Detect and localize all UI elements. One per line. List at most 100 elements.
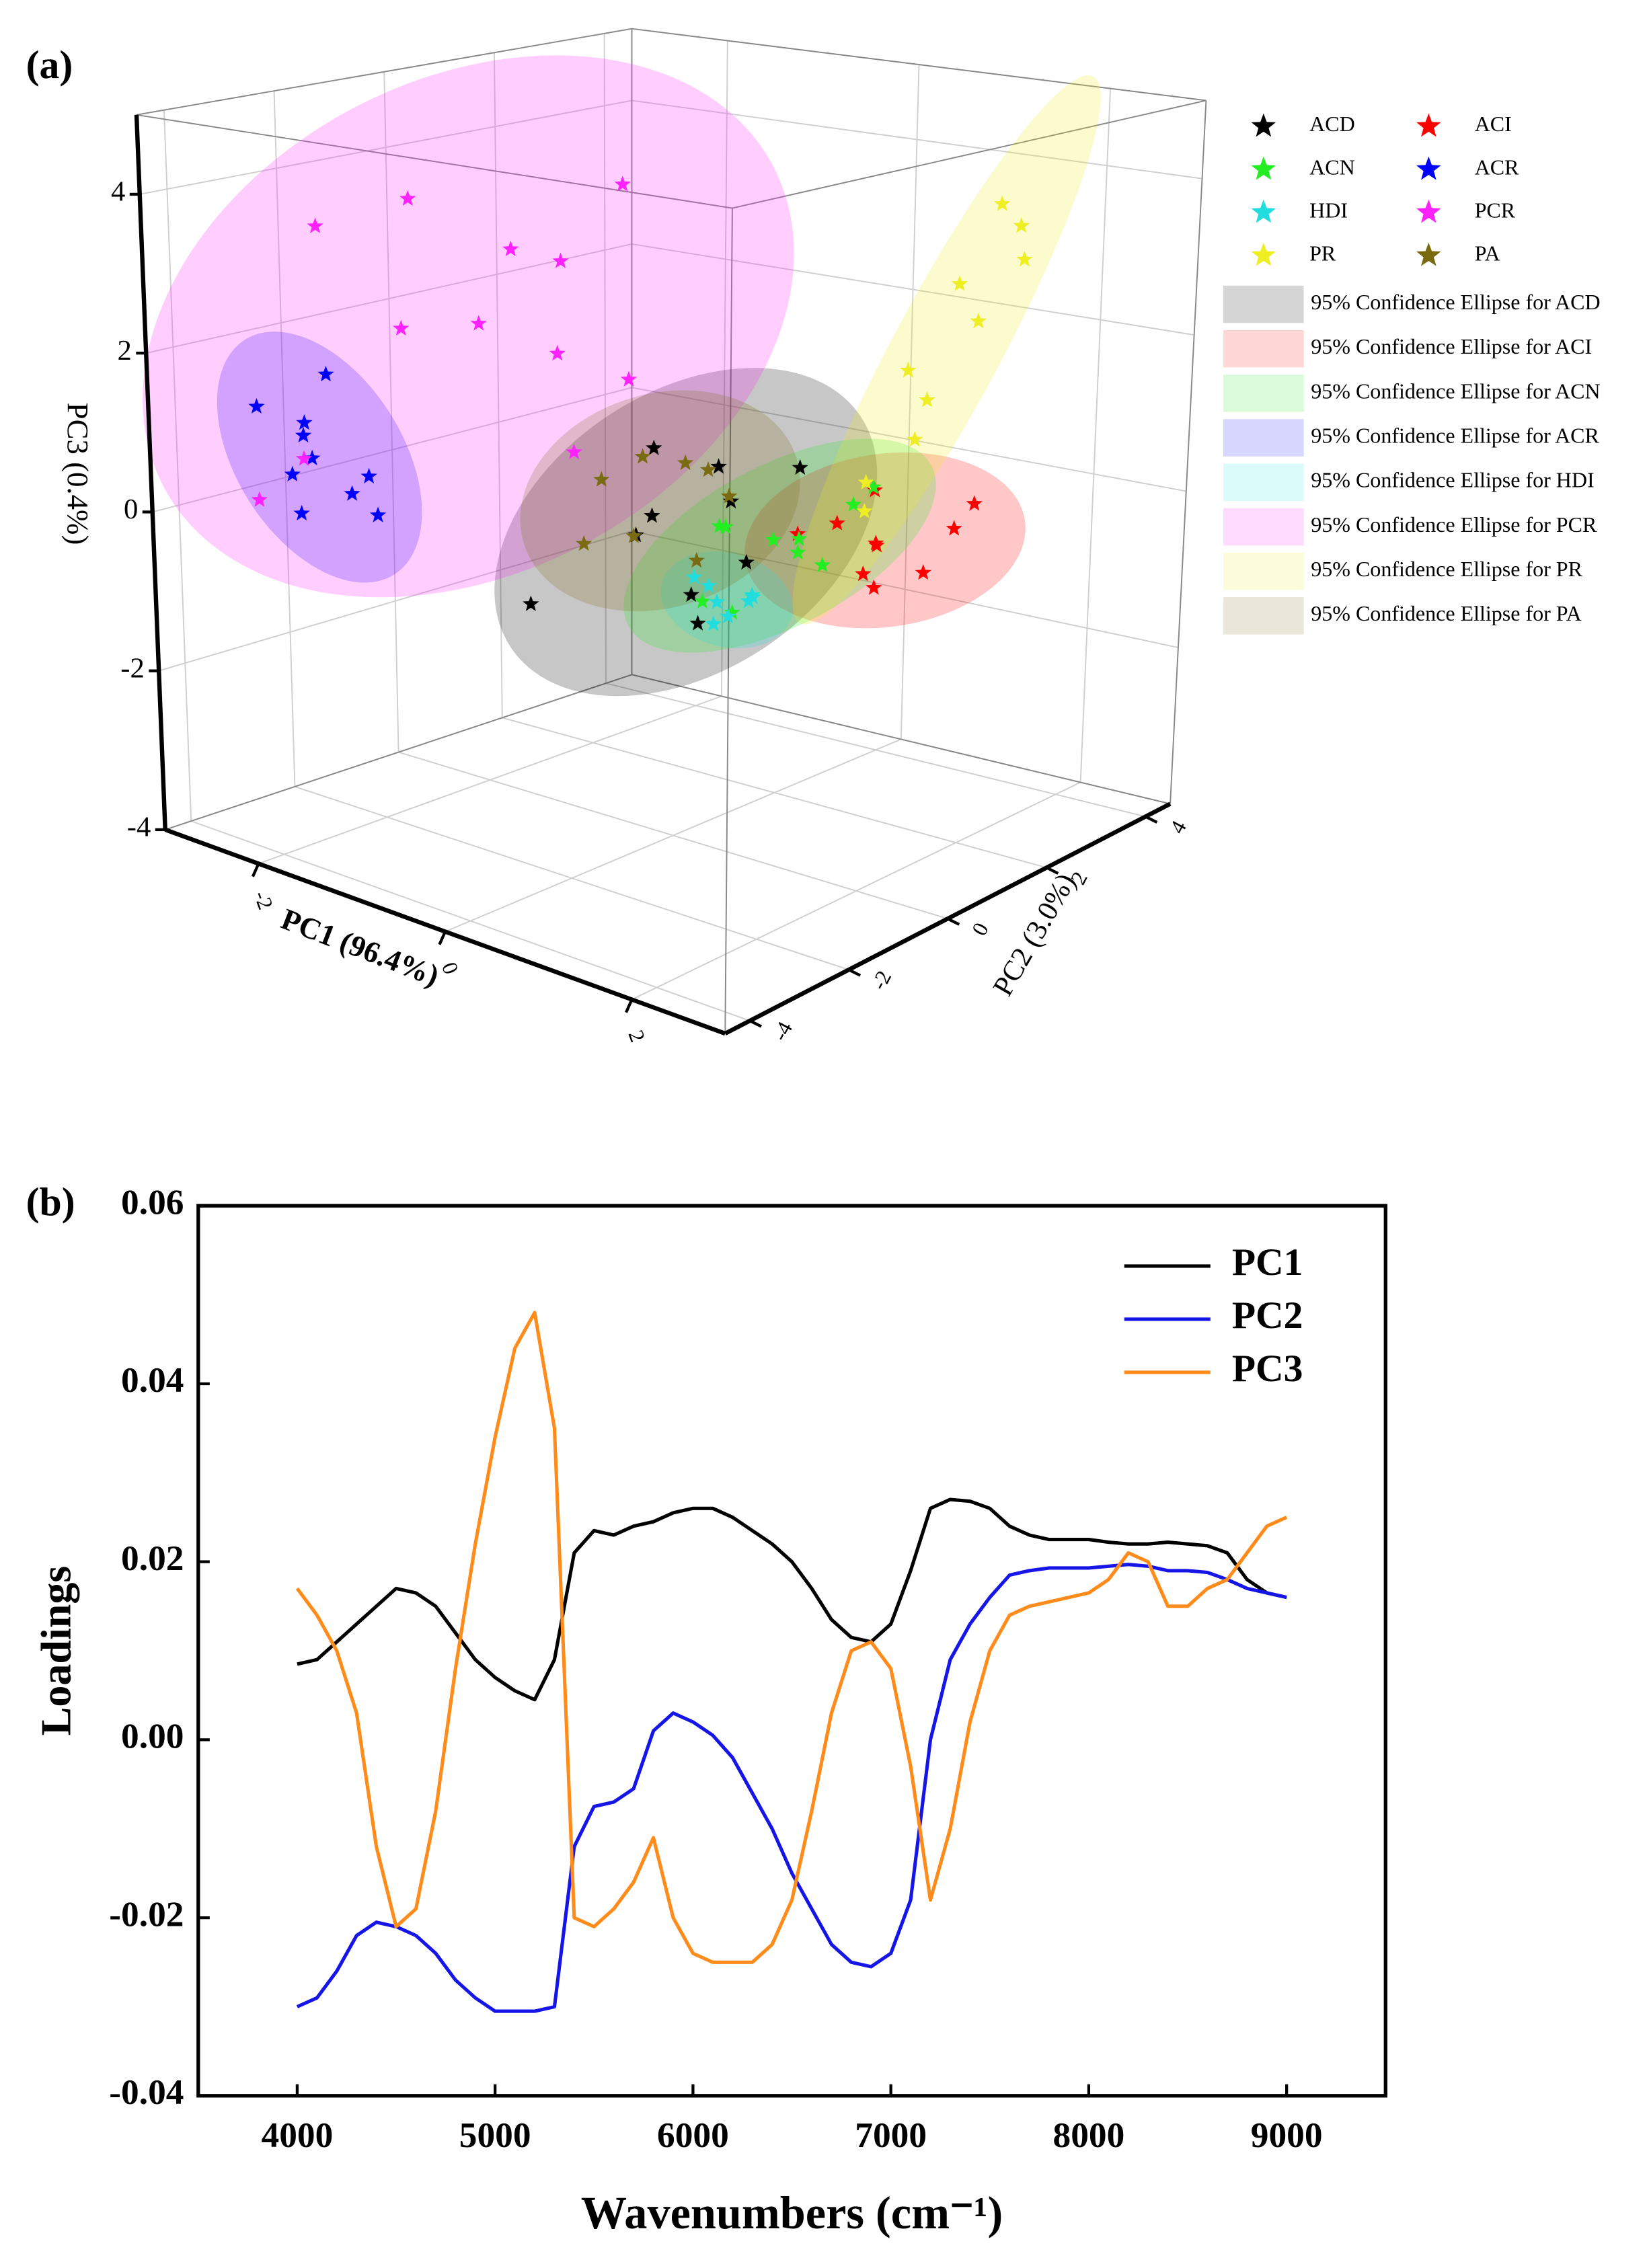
data-line bbox=[296, 1563, 1287, 2013]
data-point bbox=[614, 175, 631, 192]
data-line bbox=[297, 1497, 1287, 1702]
tick-mark bbox=[1145, 815, 1158, 824]
data-point bbox=[699, 461, 717, 477]
y-axis-title: Loadings bbox=[32, 1566, 80, 1736]
axis-line bbox=[134, 114, 167, 830]
panel-label: (b) bbox=[26, 1179, 75, 1224]
legend-label: HDI bbox=[1309, 198, 1348, 222]
data-point bbox=[1013, 217, 1030, 233]
legend-marker bbox=[1251, 199, 1276, 223]
data-point bbox=[829, 514, 845, 531]
data-point bbox=[620, 370, 638, 387]
data-point bbox=[857, 473, 874, 490]
x-tick-label: 6000 bbox=[657, 2115, 729, 2155]
y-tick-label: 0.06 bbox=[121, 1181, 184, 1222]
data-point bbox=[907, 431, 923, 447]
legend-label: 95% Confidence Ellipse for PR bbox=[1311, 557, 1582, 581]
data-point bbox=[740, 592, 757, 609]
data-point bbox=[399, 190, 416, 206]
z-tick-label: -2 bbox=[120, 652, 145, 684]
legend-marker bbox=[1251, 242, 1276, 266]
data-point bbox=[900, 362, 917, 378]
data-point bbox=[688, 551, 705, 568]
data-point bbox=[549, 345, 566, 361]
data-point bbox=[303, 449, 321, 466]
data-point bbox=[248, 397, 265, 414]
x-tick-label: 5000 bbox=[459, 2115, 531, 2155]
legend-swatch bbox=[1223, 552, 1304, 590]
data-point bbox=[765, 531, 781, 547]
data-point bbox=[644, 507, 660, 523]
data-point bbox=[866, 579, 882, 595]
x-tick-label: 9000 bbox=[1251, 2115, 1323, 2155]
confidence-ellipse bbox=[217, 331, 422, 583]
data-point bbox=[646, 439, 662, 455]
data-point bbox=[743, 586, 761, 602]
data-point bbox=[251, 491, 268, 507]
legend-label: PC1 bbox=[1232, 1241, 1303, 1284]
data-point bbox=[845, 496, 862, 512]
plot-frame bbox=[196, 1204, 1387, 2098]
data-point bbox=[694, 592, 711, 609]
legend-swatch bbox=[1223, 285, 1304, 323]
y-tick-label: -0.02 bbox=[109, 1893, 184, 1934]
legend-label: PA bbox=[1475, 241, 1500, 265]
legend-marker bbox=[1251, 113, 1276, 137]
y-tick-label: -0.04 bbox=[109, 2072, 184, 2112]
z-tick-label: 2 bbox=[118, 335, 132, 366]
data-point bbox=[720, 487, 738, 504]
data-point bbox=[295, 426, 312, 443]
data-point bbox=[523, 595, 539, 611]
y-tick-label: 0.02 bbox=[121, 1538, 184, 1578]
legend-label: 95% Confidence Ellipse for ACR bbox=[1311, 423, 1599, 447]
legend-swatch bbox=[1223, 508, 1304, 546]
data-point bbox=[685, 568, 703, 584]
legend-label: 95% Confidence Ellipse for ACN bbox=[1311, 379, 1600, 403]
data-point bbox=[724, 604, 740, 620]
legend-label: ACN bbox=[1309, 155, 1355, 179]
legend-label: 95% Confidence Ellipse for ACI bbox=[1311, 334, 1592, 358]
data-point bbox=[738, 553, 755, 570]
data-point bbox=[856, 502, 873, 518]
data-point bbox=[552, 252, 569, 268]
data-point bbox=[790, 544, 806, 560]
data-point bbox=[677, 454, 694, 470]
box-edge bbox=[724, 208, 733, 1034]
data-point bbox=[720, 608, 736, 624]
data-point bbox=[790, 530, 808, 547]
legend-marker bbox=[1416, 156, 1441, 180]
data-point bbox=[966, 495, 983, 511]
y-tick-label: 0.00 bbox=[121, 1716, 184, 1756]
data-point bbox=[293, 504, 310, 520]
data-point bbox=[717, 518, 734, 535]
tick-mark bbox=[251, 863, 260, 877]
data-point bbox=[576, 535, 592, 551]
tick-mark bbox=[1046, 866, 1059, 875]
data-line bbox=[295, 1311, 1288, 1964]
data-point bbox=[710, 458, 727, 474]
data-point bbox=[792, 459, 808, 475]
panel-label: (a) bbox=[26, 42, 73, 87]
box-edge bbox=[165, 674, 632, 830]
data-point bbox=[789, 525, 806, 541]
data-point bbox=[634, 448, 651, 464]
legend-marker bbox=[1416, 113, 1441, 137]
confidence-ellipse bbox=[520, 390, 800, 612]
data-point bbox=[369, 506, 387, 522]
confidence-ellipse bbox=[494, 368, 878, 697]
data-point bbox=[814, 556, 831, 572]
data-point bbox=[344, 485, 360, 501]
data-point bbox=[855, 565, 872, 582]
data-point bbox=[689, 615, 706, 631]
x-axis-title: Wavenumbers (cm⁻¹) bbox=[581, 2187, 1003, 2238]
data-point bbox=[360, 467, 377, 484]
data-point bbox=[393, 319, 410, 336]
data-point bbox=[295, 450, 313, 466]
data-point bbox=[307, 217, 323, 233]
legend-marker bbox=[1416, 199, 1441, 223]
data-point bbox=[502, 240, 519, 257]
box-edge bbox=[1170, 100, 1207, 804]
legend-label: PC3 bbox=[1232, 1347, 1303, 1390]
